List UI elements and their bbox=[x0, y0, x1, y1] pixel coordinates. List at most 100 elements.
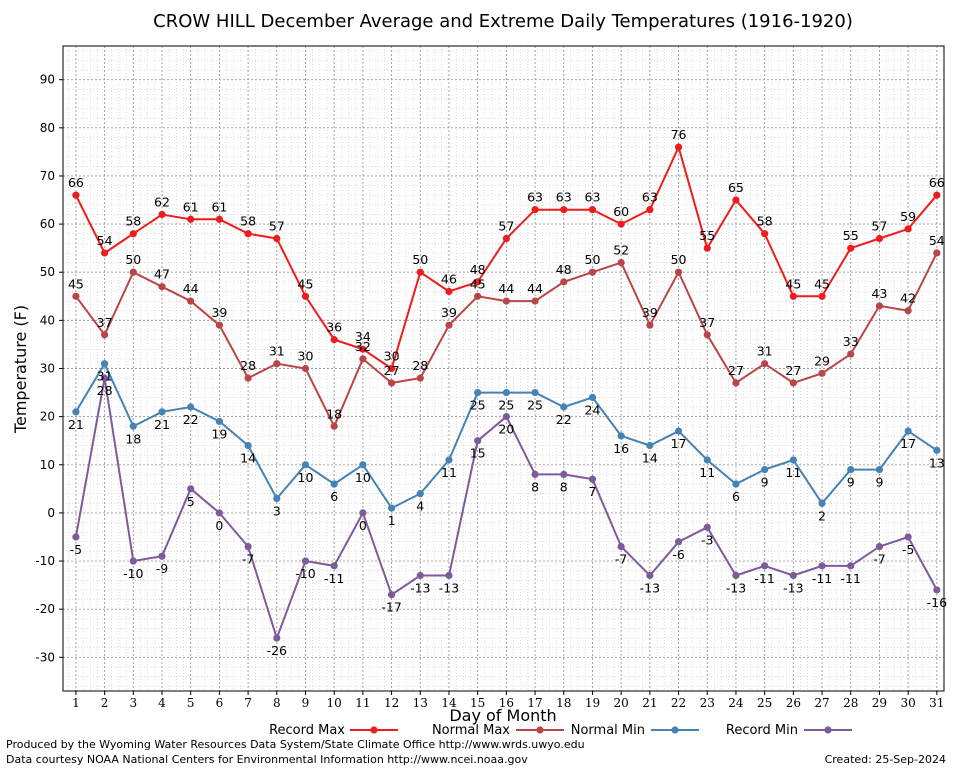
normal-min-value-label: 17 bbox=[900, 436, 916, 451]
normal-max-point bbox=[129, 268, 137, 276]
record-min-point bbox=[301, 557, 310, 565]
record-max-point bbox=[158, 210, 166, 219]
record-max-point bbox=[761, 230, 769, 238]
normal-min-point bbox=[732, 480, 740, 488]
normal-min-value-label: 25 bbox=[527, 398, 543, 413]
x-tick-label: 30 bbox=[900, 696, 915, 710]
normal-min-point bbox=[531, 388, 539, 397]
record-min-value-label: -5 bbox=[902, 542, 914, 557]
normal-min-point bbox=[244, 441, 252, 450]
normal-max-point bbox=[761, 360, 769, 368]
record-max-point bbox=[387, 364, 396, 373]
y-tick-label: 80 bbox=[40, 121, 55, 135]
x-tick-label: 17 bbox=[527, 696, 542, 710]
record-max-value-label: 63 bbox=[556, 190, 572, 205]
record-min-point bbox=[158, 552, 166, 560]
normal-max-value-label: 27 bbox=[384, 363, 400, 378]
record-min-point bbox=[933, 586, 941, 594]
legend: Record Max Normal Max Normal Min Record Min bbox=[269, 723, 852, 738]
normal-max-value-label: 31 bbox=[269, 344, 285, 359]
normal-max-point bbox=[445, 321, 453, 329]
normal-max-point bbox=[588, 268, 597, 276]
normal-max-point bbox=[646, 321, 654, 329]
normal-min-point bbox=[359, 461, 367, 469]
x-tick-label: 5 bbox=[187, 696, 195, 710]
normal-min-value-label: 22 bbox=[556, 412, 572, 427]
normal-max-value-label: 32 bbox=[355, 339, 371, 354]
x-tick-label: 10 bbox=[327, 696, 342, 710]
record-min-point bbox=[502, 413, 510, 421]
x-tick-label: 25 bbox=[757, 696, 772, 710]
record-max-point bbox=[273, 234, 281, 243]
normal-max-point bbox=[359, 355, 367, 363]
record-max-value-label: 48 bbox=[470, 262, 486, 277]
normal-max-value-label: 45 bbox=[470, 276, 486, 291]
record-max-value-label: 62 bbox=[154, 194, 170, 209]
record-max-point bbox=[330, 336, 338, 344]
x-tick-label: 13 bbox=[413, 696, 428, 710]
record-max-value-label: 57 bbox=[269, 219, 285, 234]
y-axis-title: Temperature (F) bbox=[11, 305, 30, 434]
normal-min-point bbox=[646, 441, 654, 450]
normal-max-point bbox=[215, 321, 223, 329]
record-max-point bbox=[674, 143, 683, 151]
normal-min-value-label: 9 bbox=[761, 475, 769, 490]
record-min-point bbox=[215, 509, 223, 517]
normal-min-point bbox=[674, 427, 683, 435]
record-max-value-label: 50 bbox=[412, 252, 428, 267]
x-axis-title: Day of Month bbox=[449, 706, 556, 725]
normal-min-value-label: 16 bbox=[613, 441, 629, 456]
normal-max-value-label: 44 bbox=[183, 281, 199, 296]
normal-min-value-label: 18 bbox=[125, 431, 141, 446]
record-max-value-label: 58 bbox=[125, 214, 141, 229]
normal-min-point bbox=[904, 427, 912, 435]
record-min-value-label: -7 bbox=[615, 552, 627, 567]
normal-max-value-label: 39 bbox=[441, 305, 457, 320]
normal-min-point bbox=[933, 446, 941, 454]
record-min-value-label: -3 bbox=[701, 532, 713, 547]
record-max-point bbox=[244, 230, 252, 238]
record-min-value-label: -26 bbox=[267, 643, 287, 658]
record-max-point bbox=[187, 215, 195, 223]
record-min-value-label: -6 bbox=[672, 547, 685, 562]
y-tick-label: 90 bbox=[40, 73, 55, 87]
normal-min-point bbox=[818, 499, 826, 507]
record-min-value-label: -7 bbox=[873, 552, 885, 567]
record-min-point bbox=[703, 523, 711, 531]
normal-max-point bbox=[273, 360, 281, 368]
normal-max-point bbox=[933, 249, 941, 257]
x-tick-label: 20 bbox=[614, 696, 629, 710]
record-min-point bbox=[875, 542, 884, 551]
normal-min-value-label: 11 bbox=[699, 465, 715, 480]
normal-max-value-label: 31 bbox=[757, 344, 773, 359]
record-max-point bbox=[732, 196, 740, 204]
record-max-value-label: 65 bbox=[728, 180, 744, 195]
normal-min-point bbox=[445, 456, 453, 464]
record-min-point bbox=[273, 634, 281, 642]
x-tick-label: 24 bbox=[728, 696, 744, 710]
record-min-point bbox=[646, 571, 654, 580]
normal-max-point bbox=[158, 283, 166, 291]
x-tick-label: 8 bbox=[273, 696, 281, 710]
record-max-value-label: 63 bbox=[642, 190, 658, 205]
record-max-value-label: 45 bbox=[785, 276, 801, 291]
record-min-value-label: -5 bbox=[70, 542, 82, 557]
x-tick-label: 9 bbox=[302, 696, 310, 710]
normal-min-point bbox=[502, 388, 510, 397]
normal-max-value-label: 43 bbox=[871, 286, 887, 301]
normal-max-value-label: 50 bbox=[125, 252, 141, 267]
normal-min-point bbox=[101, 360, 109, 368]
normal-min-value-label: 25 bbox=[498, 398, 514, 413]
normal-min-point bbox=[588, 393, 597, 401]
normal-max-value-label: 48 bbox=[556, 262, 572, 277]
normal-min-point bbox=[330, 480, 338, 488]
normal-min-point bbox=[789, 456, 797, 464]
record-min-value-label: 0 bbox=[359, 518, 367, 533]
normal-min-value-label: 4 bbox=[416, 499, 424, 514]
normal-max-value-label: 33 bbox=[843, 334, 859, 349]
record-max-point bbox=[101, 249, 109, 257]
record-min-point bbox=[72, 533, 80, 541]
record-min-point bbox=[588, 475, 597, 483]
record-min-point bbox=[187, 485, 195, 493]
